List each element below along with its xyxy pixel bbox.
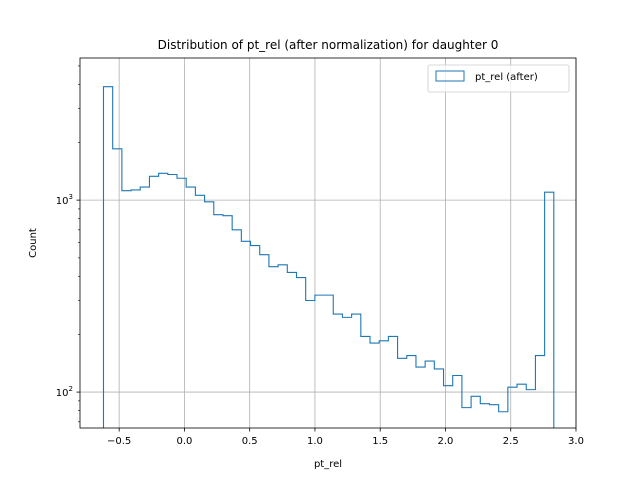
x-tick-label: 2.5 <box>503 436 519 447</box>
x-tick-label: 2.0 <box>438 436 454 447</box>
y-tick-label: 103 <box>56 193 73 207</box>
x-tick-label: 1.5 <box>372 436 388 447</box>
y-axis-label: Count <box>28 228 39 258</box>
chart-title: Distribution of pt_rel (after normalizat… <box>158 38 499 52</box>
x-tick-label: −0.5 <box>107 436 131 447</box>
y-axis-ticks: 102 103 <box>56 65 80 423</box>
x-axis-label: pt_rel <box>314 459 342 470</box>
x-tick-label: 0.0 <box>176 436 192 447</box>
x-tick-label: 3.0 <box>568 436 584 447</box>
legend-box <box>427 64 570 93</box>
x-axis-ticks: −0.5 0.0 0.5 1.0 1.5 2.0 2.5 3.0 <box>107 428 584 447</box>
series-group <box>102 86 555 428</box>
x-tick-label: 1.0 <box>307 436 323 447</box>
histogram-step-line <box>102 86 555 428</box>
legend-swatch <box>435 70 465 82</box>
legend-entry-label: pt_rel (after) <box>475 72 538 83</box>
x-tick-label: 0.5 <box>242 436 258 447</box>
legend: pt_rel (after) <box>427 64 570 93</box>
y-tick-label: 102 <box>56 385 73 399</box>
